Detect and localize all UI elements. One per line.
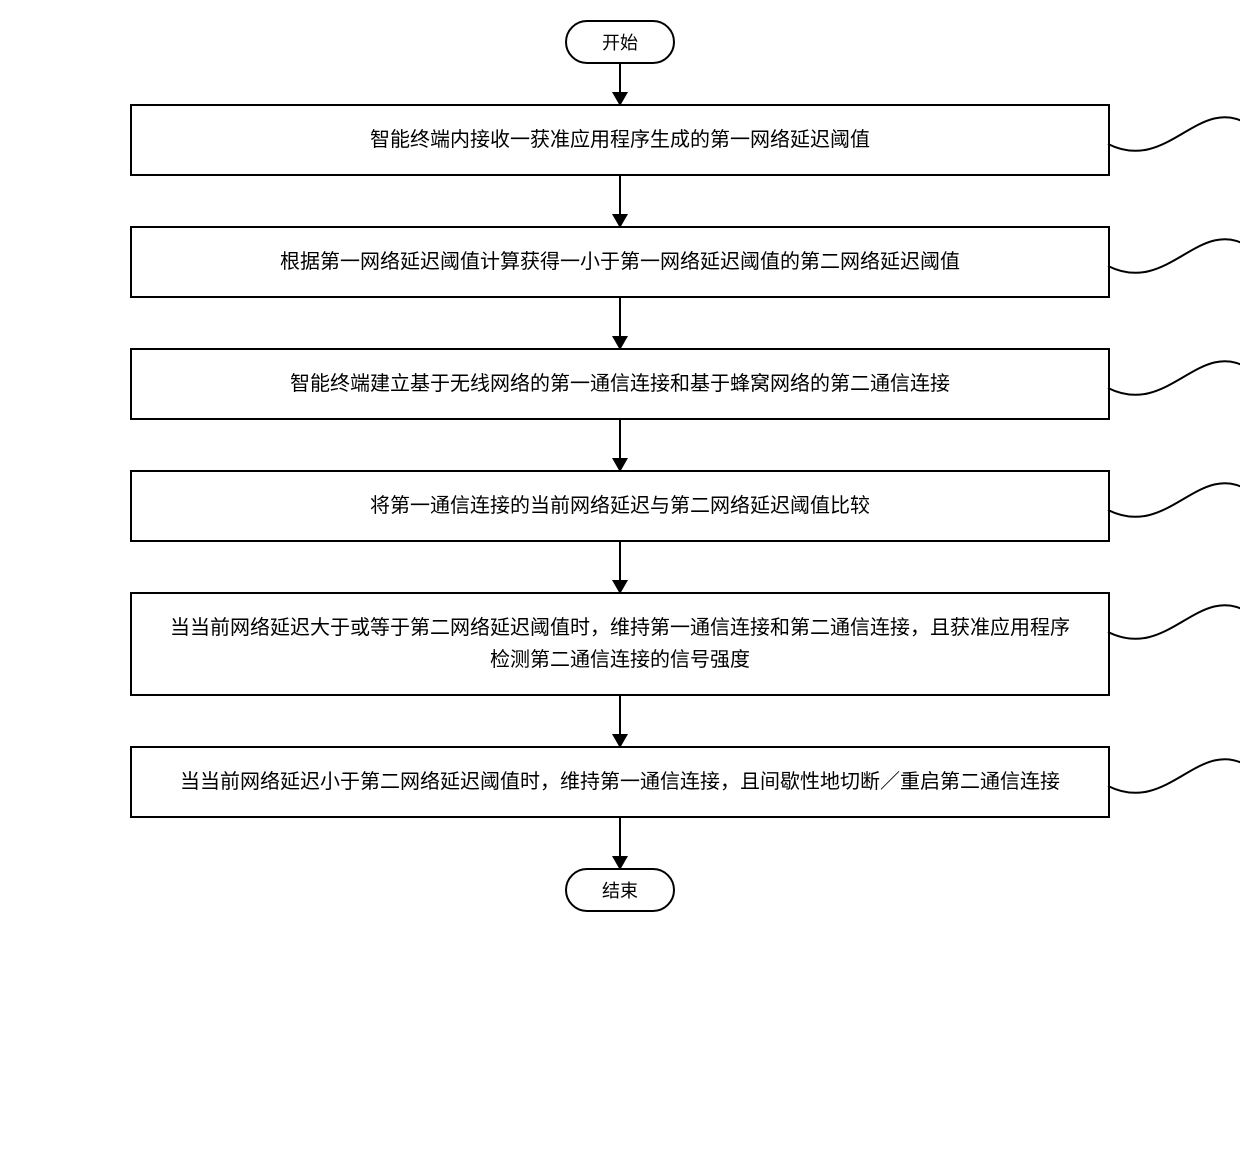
callout-s300: S300 xyxy=(1108,358,1240,408)
callout-s500: S500 xyxy=(1108,602,1240,652)
process-step-s500: 当当前网络延迟大于或等于第二网络延迟阈值时，维持第一通信连接和第二通信连接，且获… xyxy=(130,592,1110,696)
arrow xyxy=(619,818,621,868)
process-step-s400: 将第一通信连接的当前网络延迟与第二网络延迟阈值比较 S400 xyxy=(130,470,1110,542)
callout-s100: S100 xyxy=(1108,114,1240,164)
callout-s600: S600 xyxy=(1108,756,1240,806)
callout-s200: S200 xyxy=(1108,236,1240,286)
step-text: 当当前网络延迟大于或等于第二网络延迟阈值时，维持第一通信连接和第二通信连接，且获… xyxy=(170,617,1070,671)
start-label: 开始 xyxy=(602,29,638,55)
process-step-s600: 当当前网络延迟小于第二网络延迟阈值时，维持第一通信连接，且间歇性地切断／重启第二… xyxy=(130,746,1110,818)
process-step-s100: 智能终端内接收一获准应用程序生成的第一网络延迟阈值 S100 xyxy=(130,104,1110,176)
callout-s400: S400 xyxy=(1108,480,1240,530)
end-label: 结束 xyxy=(602,877,638,903)
end-terminator: 结束 xyxy=(565,868,675,912)
step-text: 根据第一网络延迟阈值计算获得一小于第一网络延迟阈值的第二网络延迟阈值 xyxy=(280,251,960,273)
arrow xyxy=(619,420,621,470)
step-text: 智能终端内接收一获准应用程序生成的第一网络延迟阈值 xyxy=(370,129,870,151)
arrow xyxy=(619,176,621,226)
step-text: 当当前网络延迟小于第二网络延迟阈值时，维持第一通信连接，且间歇性地切断／重启第二… xyxy=(180,771,1060,793)
arrow xyxy=(619,64,621,104)
process-step-s200: 根据第一网络延迟阈值计算获得一小于第一网络延迟阈值的第二网络延迟阈值 S200 xyxy=(130,226,1110,298)
arrow xyxy=(619,298,621,348)
step-text: 将第一通信连接的当前网络延迟与第二网络延迟阈值比较 xyxy=(370,495,870,517)
arrow xyxy=(619,696,621,746)
step-text: 智能终端建立基于无线网络的第一通信连接和基于蜂窝网络的第二通信连接 xyxy=(290,373,950,395)
process-step-s300: 智能终端建立基于无线网络的第一通信连接和基于蜂窝网络的第二通信连接 S300 xyxy=(130,348,1110,420)
start-terminator: 开始 xyxy=(565,20,675,64)
arrow xyxy=(619,542,621,592)
flowchart-container: 开始 智能终端内接收一获准应用程序生成的第一网络延迟阈值 S100 根据第一网络… xyxy=(20,20,1220,912)
